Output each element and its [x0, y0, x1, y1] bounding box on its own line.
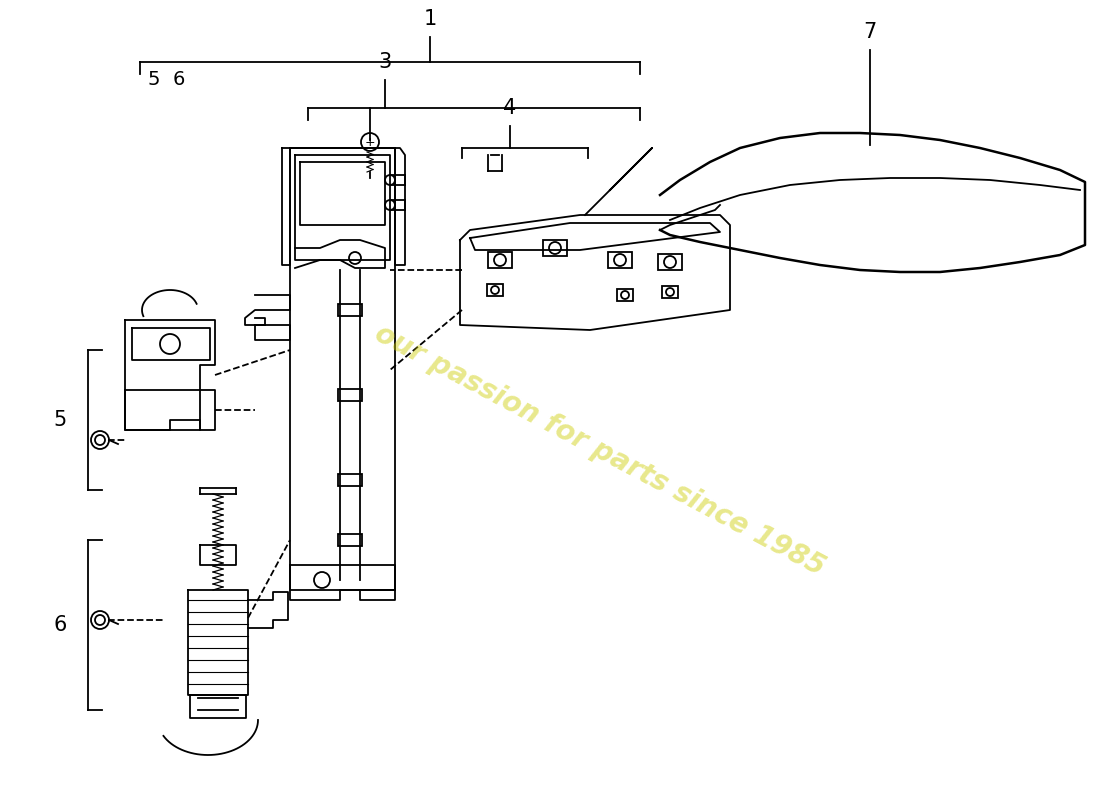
Text: 3: 3 [378, 52, 392, 72]
Text: 4: 4 [504, 98, 517, 118]
Text: our passion for parts since 1985: our passion for parts since 1985 [371, 319, 829, 581]
Text: 6: 6 [53, 615, 67, 635]
Text: 5: 5 [54, 410, 67, 430]
Text: 7: 7 [864, 22, 877, 42]
Text: +: + [365, 135, 375, 149]
Text: 1: 1 [424, 9, 437, 29]
Text: 5  6: 5 6 [148, 70, 186, 89]
